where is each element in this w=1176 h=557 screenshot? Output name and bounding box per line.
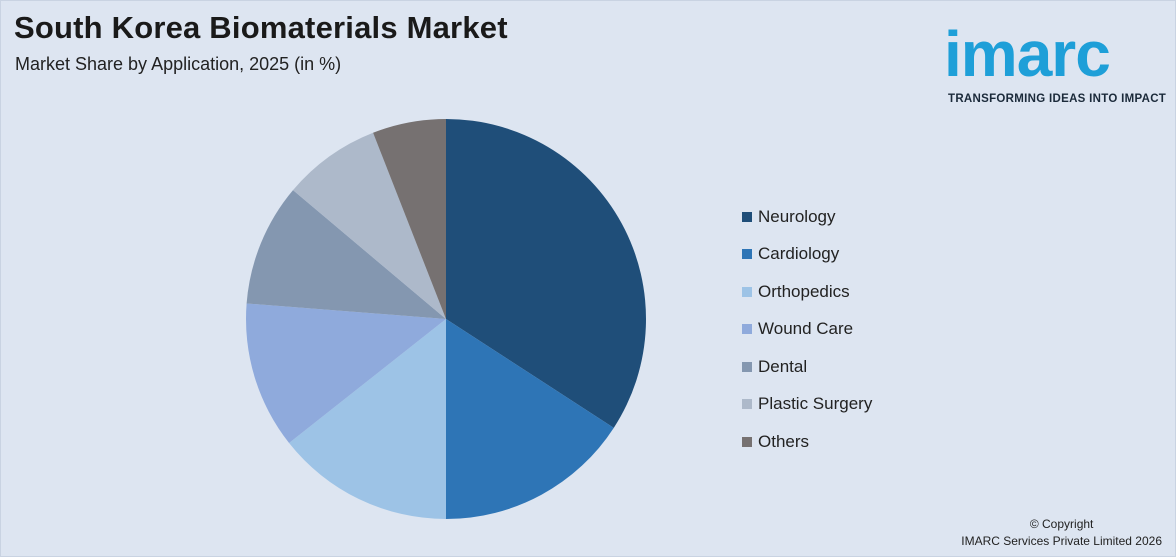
legend-label: Wound Care [758, 319, 854, 339]
legend-item-orthopedics: Orthopedics [742, 273, 872, 311]
pie-slice-dental [246, 190, 446, 319]
legend-label: Neurology [758, 206, 836, 226]
logo-tagline: TRANSFORMING IDEAS INTO IMPACT [948, 93, 1167, 105]
legend-label: Orthopedics [758, 281, 850, 301]
copyright-line-1: © Copyright [1029, 517, 1094, 531]
legend-item-dental: Dental [742, 348, 872, 386]
legend-item-wound-care: Wound Care [742, 311, 872, 349]
copyright-notice: © Copyright IMARC Services Private Limit… [961, 516, 1162, 550]
copyright-line-2: IMARC Services Private Limited 2026 [961, 534, 1162, 548]
legend-item-plastic-surgery: Plastic Surgery [742, 386, 872, 424]
legend-swatch [742, 286, 752, 297]
legend-swatch [742, 436, 752, 447]
chart-legend: Neurology Cardiology Orthopedics Wound Care… [742, 198, 872, 461]
legend-swatch [742, 249, 752, 260]
legend-label: Others [758, 431, 810, 451]
legend-swatch [742, 361, 752, 372]
pie-slice-orthopedics [289, 319, 446, 519]
legend-item-cardiology: Cardiology [742, 236, 872, 274]
chart-title: South Korea Biomaterials Market [14, 10, 508, 45]
pie-slice-others [373, 119, 446, 319]
legend-swatch [742, 399, 752, 410]
pie-chart [246, 119, 646, 519]
pie-slice-plastic-surgery [293, 132, 446, 319]
legend-item-others: Others [742, 423, 872, 461]
legend-swatch [742, 324, 752, 335]
legend-label: Cardiology [758, 244, 840, 264]
pie-slice-neurology [446, 119, 646, 428]
legend-label: Plastic Surgery [758, 394, 873, 414]
legend-swatch [742, 211, 752, 222]
chart-subtitle: Market Share by Application, 2025 (in %) [15, 54, 342, 74]
pie-slice-wound-care [246, 303, 446, 444]
pie-slice-cardiology [446, 319, 614, 519]
imarc-logo: imarc TRANSFORMING IDEAS INTO IMPACT [944, 10, 1170, 110]
legend-label: Dental [758, 356, 808, 376]
legend-item-neurology: Neurology [742, 198, 872, 236]
logo-wordmark: imarc [944, 18, 1111, 90]
